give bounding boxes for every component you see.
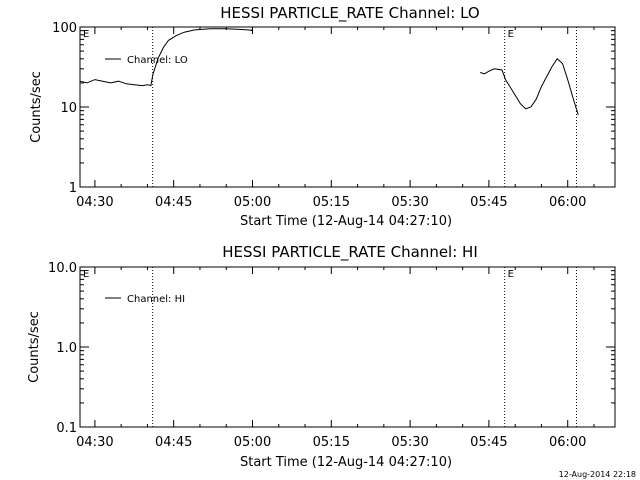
x-tick-label: 05:00 (234, 435, 271, 450)
x-tick-label: 04:45 (155, 195, 192, 210)
x-tick-label: 05:15 (313, 435, 350, 450)
event-marker-label: E (83, 29, 89, 40)
x-tick-label: 04:30 (76, 435, 113, 450)
x-tick-label: 04:30 (76, 195, 113, 210)
x-tick-label: 05:30 (391, 195, 428, 210)
axis-ticks: 04:30 04:45 05:00 05:15 05:30 05:45 06:00 0.1 1.… (48, 261, 615, 450)
panel-hi: HESSI PARTICLE_RATE Channel: HI Counts/s… (27, 243, 616, 470)
legend-label: Channel: HI (127, 294, 185, 305)
y-tick-label: 0.1 (56, 421, 77, 436)
timestamp-label: 12-Aug-2014 22:18 (559, 470, 636, 479)
x-tick-label: 05:45 (470, 435, 507, 450)
panel-lo: HESSI PARTICLE_RATE Channel: LO Counts/s… (29, 4, 616, 229)
series-group (79, 28, 579, 115)
event-marker-label: E (83, 269, 89, 280)
chart-title: HESSI PARTICLE_RATE Channel: HI (222, 243, 478, 262)
x-tick-label: 05:00 (234, 195, 271, 210)
y-tick-label: 10 (60, 101, 77, 116)
y-tick-label: 1.0 (56, 341, 77, 356)
x-tick-label: 06:00 (549, 195, 586, 210)
event-marker-label: E (508, 29, 514, 40)
x-tick-label: 05:15 (313, 195, 350, 210)
axis-ticks: 04:30 04:45 05:00 05:15 05:30 05:45 06:00 1 10 10… (52, 21, 615, 210)
y-tick-label: 10.0 (48, 261, 77, 276)
series-line (480, 58, 579, 115)
chart-title: HESSI PARTICLE_RATE Channel: LO (220, 4, 479, 23)
y-tick-label: 1 (69, 181, 77, 196)
x-tick-label: 05:30 (391, 435, 428, 450)
x-tick-label: 06:00 (549, 435, 586, 450)
y-axis-label: Counts/sec (29, 71, 44, 143)
x-tick-label: 05:45 (470, 195, 507, 210)
x-axis-label: Start Time (12-Aug-14 04:27:10) (240, 214, 452, 229)
x-axis-label: Start Time (12-Aug-14 04:27:10) (240, 455, 452, 470)
series-line (79, 28, 253, 87)
y-tick-label: 100 (52, 21, 77, 36)
y-axis-label: Counts/sec (27, 311, 42, 383)
event-marker-label: E (508, 269, 514, 280)
x-tick-label: 04:45 (155, 435, 192, 450)
